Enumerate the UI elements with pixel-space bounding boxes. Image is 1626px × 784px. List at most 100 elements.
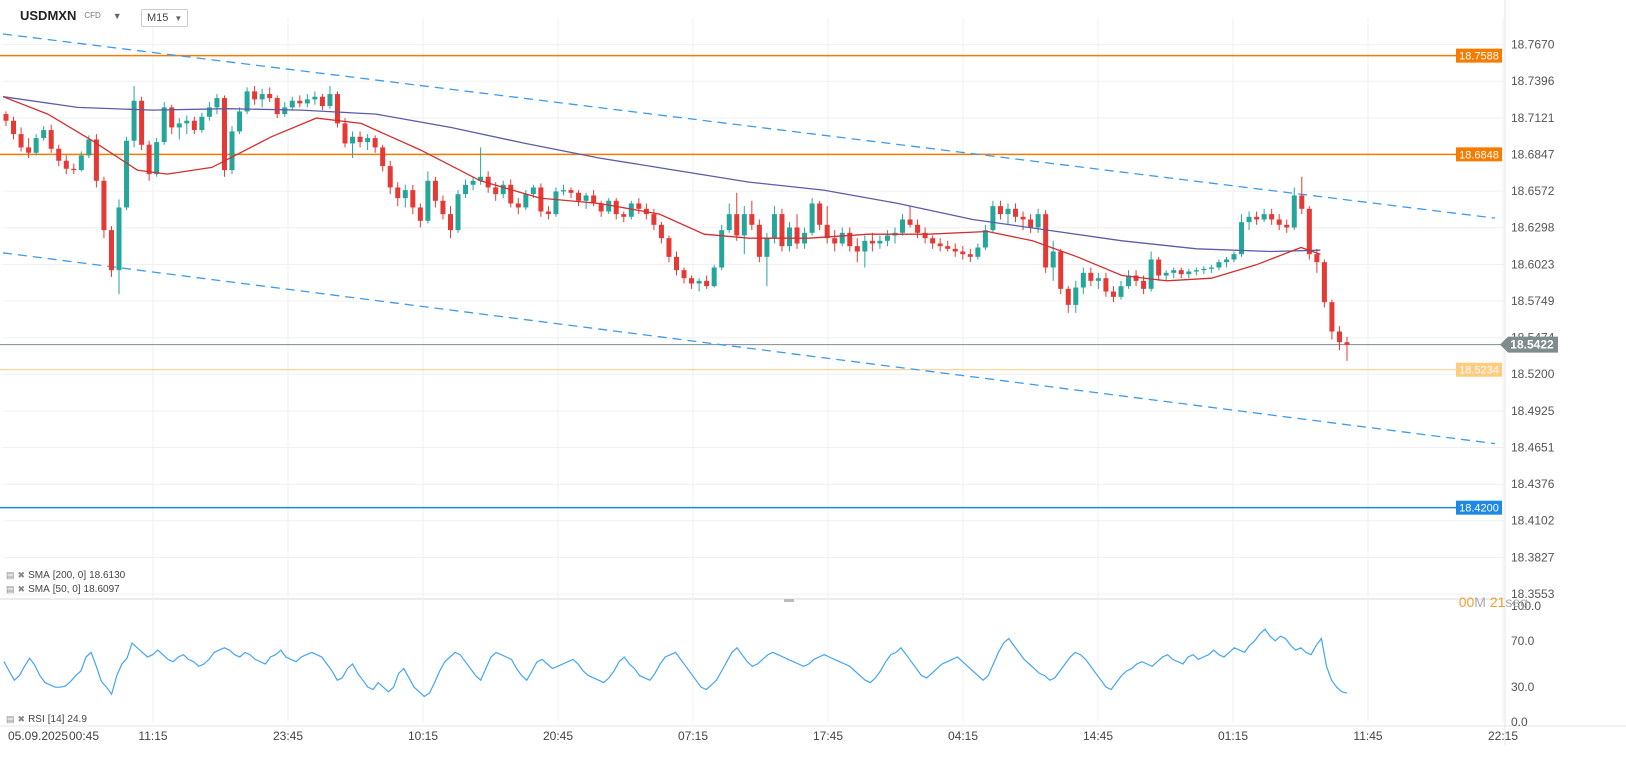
timer-minutes: 00 (1458, 594, 1475, 610)
candle-body (493, 187, 499, 195)
legend-sma200[interactable]: ▤ ✖ SMA [200, 0] 18.6130 (6, 570, 125, 581)
candle-body (146, 144, 152, 175)
candle-body (1291, 195, 1297, 228)
candle-body (1043, 214, 1049, 268)
symbol-dropdown-icon[interactable]: ▼ (112, 10, 122, 21)
candle-body (613, 200, 619, 215)
candle-body (696, 280, 702, 284)
chart-header: USDMXN CFD ▼ (20, 8, 122, 23)
rsi-tick-label: 30.0 (1511, 680, 1535, 694)
time-tick-label: 07:15 (678, 729, 708, 743)
legend-sma50[interactable]: ▤ ✖ SMA [50, 0] 18.6097 (6, 584, 120, 595)
candle-body (1299, 195, 1305, 209)
candle-body (756, 224, 762, 257)
candle-body (440, 200, 446, 215)
candle-body (334, 94, 340, 124)
trend-channel (2, 33, 1496, 445)
candle-body (1314, 254, 1320, 263)
candle-body (1058, 251, 1064, 289)
candle-body (319, 96, 325, 107)
candle-body (206, 107, 212, 117)
rsi-params: [14] (47, 714, 65, 725)
candle-body (824, 224, 830, 239)
candle-body (1163, 272, 1169, 276)
candle-body (78, 155, 84, 171)
candle-body (1344, 342, 1350, 345)
time-tick-label: 05.09.2025 (8, 729, 68, 743)
candle-body (990, 206, 996, 231)
candle-body (538, 187, 544, 212)
candle-body (1186, 271, 1192, 275)
candle-body (1336, 331, 1342, 343)
candle-body (907, 219, 913, 225)
candle-body (252, 91, 258, 100)
price-tick-label: 18.6572 (1511, 184, 1555, 198)
price-tick-label: 18.3827 (1511, 550, 1555, 564)
time-tick-label: 04:15 (948, 729, 978, 743)
candle-body (1141, 280, 1147, 289)
candle-body (244, 91, 250, 112)
price-axis: 18.7670 18.7396 18.7121 18.6847 18.6572 18.62… (1511, 38, 1555, 601)
sma50-name: SMA (28, 584, 50, 595)
timer-minutes-unit: M (1474, 594, 1486, 610)
candle-body (56, 148, 62, 161)
candle-body (779, 214, 785, 247)
level-tags: 18.7588 18.6848 18.5234 18.4200 18.5422 (1456, 48, 1558, 515)
candle-body (1156, 259, 1162, 276)
candle-body (847, 232, 853, 247)
candlestick-series (3, 86, 1350, 361)
candle-body (18, 134, 24, 148)
close-icon[interactable]: ✖ (17, 714, 26, 724)
price-tick-label: 18.7670 (1511, 38, 1555, 52)
candle-body (48, 130, 54, 149)
candle-body (877, 240, 883, 244)
candle-body (651, 214, 657, 225)
candle-body (1005, 208, 1011, 215)
candle-body (975, 247, 981, 257)
time-tick-label: 22:15 (1488, 729, 1518, 743)
candle-body (530, 187, 536, 195)
candle-body (553, 191, 559, 215)
candle-body (583, 195, 589, 201)
time-tick-label: 17:45 (813, 729, 843, 743)
settings-icon[interactable]: ▤ (6, 714, 15, 724)
candle-body (297, 100, 303, 104)
candle-body (312, 96, 318, 100)
candle-body (327, 94, 333, 107)
time-tick-label: 00:45 (69, 729, 99, 743)
settings-icon[interactable]: ▤ (6, 584, 15, 594)
candle-body (734, 214, 740, 236)
time-tick-label: 10:15 (408, 729, 438, 743)
settings-icon[interactable]: ▤ (6, 570, 15, 580)
sma-line (2, 96, 1321, 282)
horizontal-levels (0, 54, 1505, 509)
candle-body (1306, 208, 1312, 255)
candle-body (1065, 288, 1071, 305)
candle-body (560, 190, 566, 192)
candle-body (884, 235, 890, 241)
level-tag-label: 18.7588 (1459, 51, 1499, 63)
candle-body (952, 248, 958, 252)
legend-rsi[interactable]: ▤ ✖ RSI [14] 24.9 (6, 714, 87, 725)
candle-body (704, 280, 710, 287)
time-tick-label: 11:15 (138, 729, 167, 743)
time-axis: 05.09.2025 00:45 11:15 23:45 10:15 20:45 07:15… (8, 729, 1518, 743)
candle-body (689, 278, 695, 284)
symbol-label[interactable]: USDMXN (20, 8, 77, 23)
candle-body (1133, 275, 1139, 281)
candle-body (997, 206, 1003, 215)
candle-body (621, 214, 627, 217)
close-icon[interactable]: ✖ (17, 570, 26, 580)
channel-line (2, 33, 1496, 219)
close-icon[interactable]: ✖ (17, 584, 26, 594)
timeframe-select[interactable]: M15 ▼ (141, 9, 189, 27)
candle-body (726, 214, 732, 231)
candle-body (1035, 214, 1041, 228)
candle-body (771, 214, 777, 239)
candle-body (432, 180, 438, 201)
candle-body (719, 230, 725, 268)
rsi-tick-label: 0.0 (1511, 715, 1528, 729)
candle-countdown: 00M 21seg (1459, 594, 1528, 610)
candle-body (455, 194, 461, 231)
